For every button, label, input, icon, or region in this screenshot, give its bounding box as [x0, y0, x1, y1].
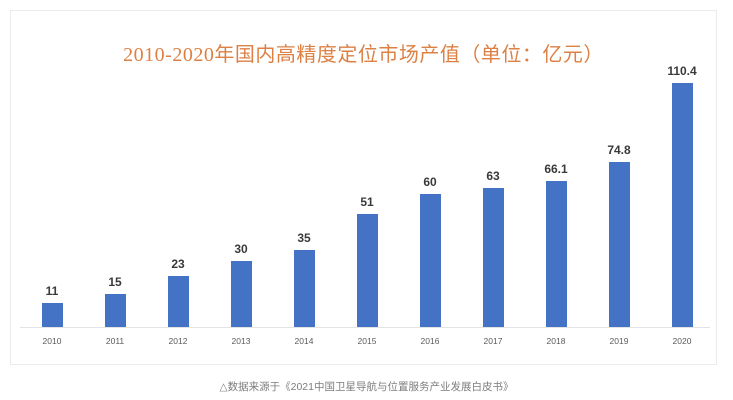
bar[interactable] [609, 162, 630, 327]
bar-value-label: 66.1 [544, 162, 568, 176]
x-axis-tick-label: 2015 [357, 336, 377, 346]
x-axis-tick-label: 2016 [420, 336, 440, 346]
bar-value-label: 110.4 [667, 64, 697, 78]
bar-value-label: 11 [45, 284, 59, 298]
bar-value-label: 23 [171, 257, 185, 271]
bar[interactable] [420, 194, 441, 327]
bar-value-label: 60 [423, 175, 437, 189]
x-axis-tick-label: 2010 [42, 336, 62, 346]
bar[interactable] [483, 188, 504, 327]
bar[interactable] [357, 214, 378, 327]
bar-value-label: 74.8 [607, 143, 631, 157]
x-axis-tick-label: 2011 [105, 336, 125, 346]
bar[interactable] [168, 276, 189, 327]
x-axis-tick-label: 2018 [546, 336, 566, 346]
bar[interactable] [672, 83, 693, 327]
bar[interactable] [546, 181, 567, 327]
bar-value-label: 51 [360, 195, 374, 209]
source-footnote: △数据来源于《2021中国卫星导航与位置服务产业发展白皮书》 [219, 381, 514, 393]
x-axis-tick-label: 2017 [483, 336, 503, 346]
bar[interactable] [231, 261, 252, 327]
page-title: 2010-2020年国内高精度定位市场产值（单位：亿元） [123, 44, 604, 66]
x-axis-tick-label: 2014 [294, 336, 314, 346]
x-axis-tick-label: 2012 [168, 336, 188, 346]
bar[interactable] [42, 303, 63, 327]
bar-value-label: 35 [297, 231, 311, 245]
bar-value-label: 30 [234, 242, 248, 256]
x-axis-tick-label: 2020 [672, 336, 692, 346]
x-axis-tick-label: 2013 [231, 336, 251, 346]
bar[interactable] [294, 250, 315, 327]
x-axis-baseline [20, 327, 710, 328]
bar-value-label: 15 [108, 275, 122, 289]
bar-value-label: 63 [486, 169, 500, 183]
x-axis-tick-label: 2019 [609, 336, 629, 346]
bar[interactable] [105, 294, 126, 327]
